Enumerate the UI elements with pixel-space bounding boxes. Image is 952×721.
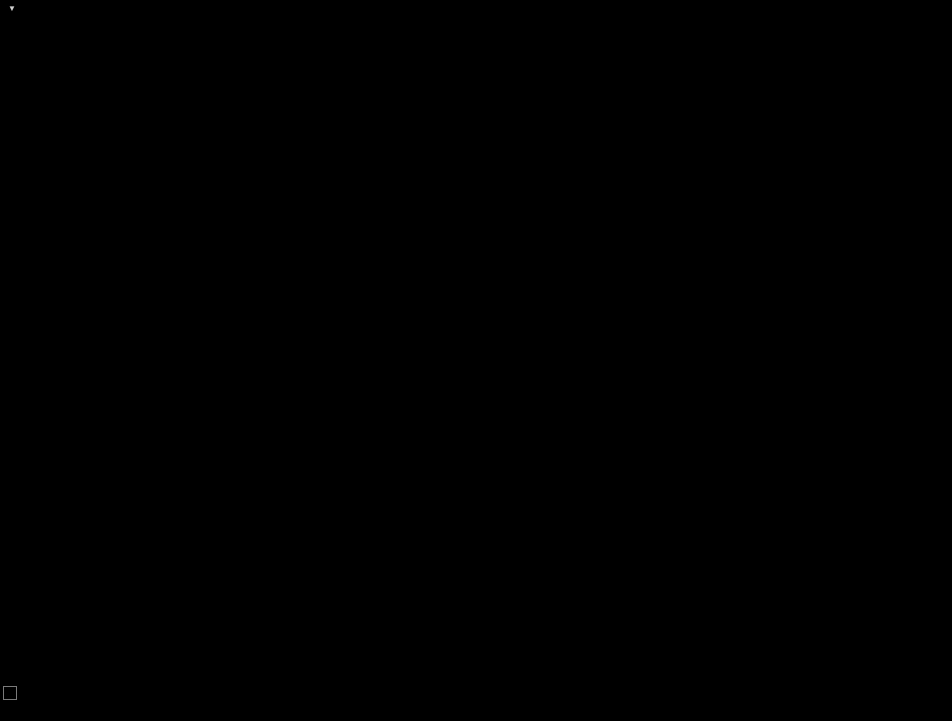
stochastic-label (7, 492, 12, 504)
one-click-trading-toggle-icon[interactable]: ▼ (8, 4, 16, 13)
momentum-label (7, 660, 12, 672)
chart-title: ▼ (8, 3, 30, 15)
broker-watermark (3, 686, 17, 700)
rsi-label (7, 578, 12, 590)
